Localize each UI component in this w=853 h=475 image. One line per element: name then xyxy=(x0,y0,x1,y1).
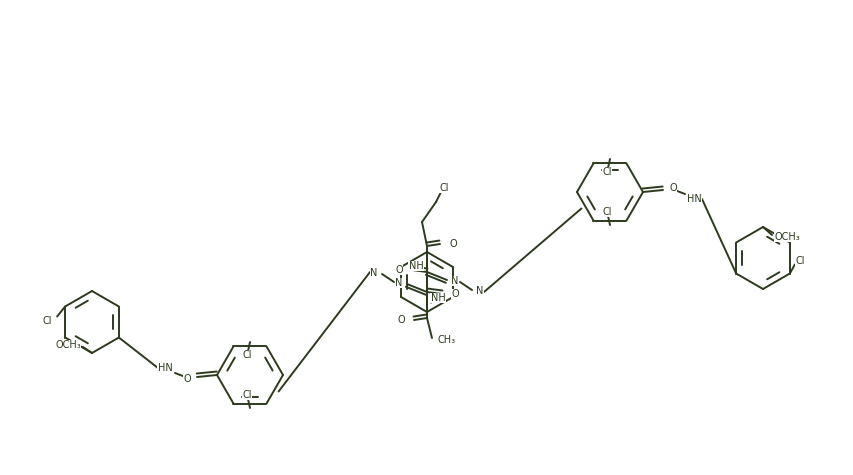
Text: Cl: Cl xyxy=(601,207,611,217)
Text: O: O xyxy=(397,315,404,325)
Text: Cl: Cl xyxy=(242,390,252,400)
Text: CH₃: CH₃ xyxy=(438,335,456,345)
Text: Cl: Cl xyxy=(438,183,448,193)
Text: Cl: Cl xyxy=(43,316,52,326)
Text: O: O xyxy=(183,374,190,384)
Text: O: O xyxy=(449,239,456,249)
Text: N: N xyxy=(395,278,403,288)
Text: N: N xyxy=(370,268,377,278)
Text: HN: HN xyxy=(158,363,172,373)
Text: HN: HN xyxy=(686,194,700,204)
Text: Cl: Cl xyxy=(601,167,611,177)
Text: Cl: Cl xyxy=(794,256,804,266)
Text: N: N xyxy=(450,276,458,286)
Text: NH: NH xyxy=(430,293,445,303)
Text: O: O xyxy=(395,265,403,275)
Text: N: N xyxy=(476,286,483,296)
Text: Cl: Cl xyxy=(242,350,252,360)
Text: OCH₃: OCH₃ xyxy=(773,232,799,242)
Text: OCH₃: OCH₃ xyxy=(55,340,81,350)
Text: NH: NH xyxy=(408,261,423,271)
Text: O: O xyxy=(450,289,458,299)
Text: O: O xyxy=(669,183,676,193)
